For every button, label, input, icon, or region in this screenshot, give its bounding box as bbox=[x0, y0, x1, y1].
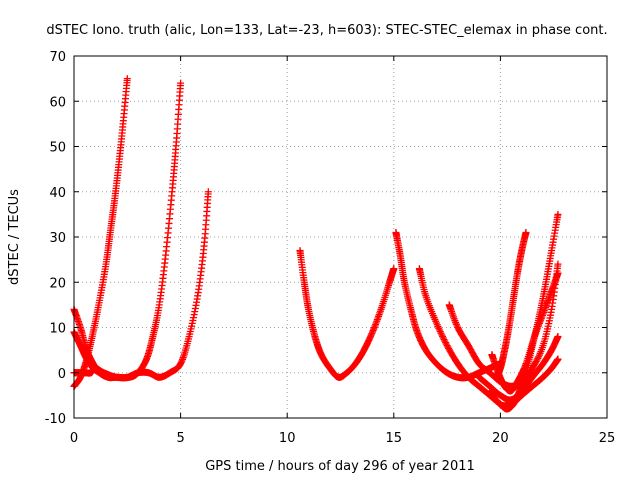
y-tick-label: 0 bbox=[58, 367, 66, 382]
y-tick-label: 20 bbox=[49, 276, 66, 291]
y-tick-label: -10 bbox=[45, 412, 66, 427]
data-point bbox=[554, 269, 562, 277]
data-point bbox=[436, 328, 444, 336]
plot-area bbox=[70, 75, 562, 413]
data-point bbox=[554, 260, 562, 268]
data-point bbox=[438, 331, 446, 339]
y-tick-label: 50 bbox=[49, 141, 66, 156]
data-point bbox=[440, 336, 448, 344]
data-point bbox=[452, 320, 460, 328]
x-axis-label: GPS time / hours of day 296 of year 2011 bbox=[205, 459, 475, 474]
data-point bbox=[204, 188, 212, 196]
chart-title: dSTEC Iono. truth (alic, Lon=133, Lat=-2… bbox=[46, 23, 607, 38]
data-point bbox=[437, 329, 445, 337]
data-point bbox=[554, 210, 562, 218]
data-point bbox=[532, 357, 540, 365]
series-arc9 bbox=[492, 228, 530, 381]
x-tick-label: 25 bbox=[599, 431, 616, 446]
data-point bbox=[533, 356, 541, 364]
y-tick-label: 60 bbox=[49, 95, 66, 110]
y-tick-label: 10 bbox=[49, 322, 66, 337]
data-point bbox=[441, 337, 449, 345]
data-point bbox=[177, 79, 185, 87]
series-arc3 bbox=[70, 188, 212, 382]
data-point bbox=[439, 334, 447, 342]
series-arc12 bbox=[486, 355, 562, 410]
data-point bbox=[522, 228, 530, 236]
data-point bbox=[435, 326, 443, 334]
data-point bbox=[439, 332, 447, 340]
y-tick-label: 40 bbox=[49, 186, 66, 201]
data-point bbox=[390, 265, 398, 273]
x-tick-label: 10 bbox=[279, 431, 296, 446]
data-point bbox=[535, 353, 543, 361]
y-axis-label: dSTEC / TECUs bbox=[7, 189, 22, 285]
data-point bbox=[177, 358, 185, 366]
x-tick-label: 5 bbox=[176, 431, 184, 446]
y-tick-label: 70 bbox=[49, 50, 66, 65]
series-arc1 bbox=[70, 75, 131, 390]
data-point bbox=[534, 354, 542, 362]
data-point bbox=[96, 369, 104, 377]
data-point bbox=[123, 75, 131, 83]
data-point bbox=[554, 333, 562, 341]
x-tick-label: 15 bbox=[386, 431, 403, 446]
y-tick-label: 30 bbox=[49, 231, 66, 246]
series-arc10 bbox=[488, 269, 562, 395]
data-point bbox=[554, 355, 562, 363]
series-arc6 bbox=[392, 228, 504, 382]
series-arc5 bbox=[296, 247, 398, 381]
series-arc4 bbox=[70, 328, 104, 377]
series-arc2 bbox=[70, 79, 185, 382]
x-tick-label: 20 bbox=[492, 431, 509, 446]
axis-ticks: 0 5 10 15 20 25 -10 0 10 20 30 40 50 60 70 bbox=[45, 50, 616, 446]
x-tick-label: 0 bbox=[70, 431, 78, 446]
